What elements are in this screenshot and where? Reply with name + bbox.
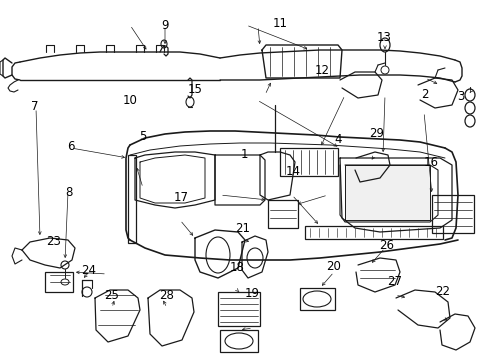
Text: 20: 20 <box>325 260 340 273</box>
Text: 29: 29 <box>368 127 383 140</box>
Bar <box>267 200 297 228</box>
Text: 4: 4 <box>334 133 342 146</box>
Text: 18: 18 <box>229 261 244 274</box>
Text: 1: 1 <box>240 148 248 161</box>
Text: 14: 14 <box>285 165 300 178</box>
Text: 22: 22 <box>435 285 449 298</box>
Text: 10: 10 <box>122 94 137 107</box>
Bar <box>345 165 429 220</box>
Bar <box>45 272 73 292</box>
Text: 19: 19 <box>244 287 259 300</box>
Text: 13: 13 <box>376 31 391 44</box>
Bar <box>431 195 473 233</box>
Text: 25: 25 <box>104 289 119 302</box>
Text: 7: 7 <box>31 100 39 113</box>
Text: 17: 17 <box>173 191 188 204</box>
Bar <box>128 155 136 243</box>
Bar <box>305 226 442 239</box>
Text: 6: 6 <box>67 140 75 153</box>
Bar <box>280 148 337 176</box>
Text: 12: 12 <box>314 64 328 77</box>
Text: 8: 8 <box>64 186 72 199</box>
Text: 16: 16 <box>423 156 438 169</box>
Bar <box>220 330 258 352</box>
Bar <box>218 292 260 326</box>
Text: 2: 2 <box>420 88 427 101</box>
Text: 27: 27 <box>387 275 402 288</box>
Text: 26: 26 <box>378 239 393 252</box>
Text: 23: 23 <box>46 235 61 248</box>
Text: 15: 15 <box>188 83 203 96</box>
Text: 11: 11 <box>272 17 286 30</box>
Text: 28: 28 <box>159 289 173 302</box>
Text: 21: 21 <box>235 222 249 235</box>
Bar <box>299 288 334 310</box>
Text: 24: 24 <box>81 264 96 277</box>
Text: 9: 9 <box>161 19 169 32</box>
Text: 3: 3 <box>456 90 464 103</box>
Text: 5: 5 <box>139 130 146 143</box>
